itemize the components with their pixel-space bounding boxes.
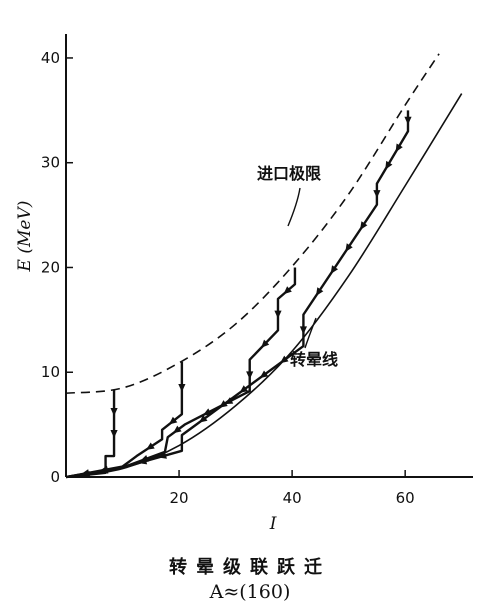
cascade-arrowhead xyxy=(373,190,381,199)
entry-limit-dashed-line xyxy=(65,53,440,394)
cascade-arrowhead xyxy=(299,326,308,335)
cascade-arrowhead xyxy=(359,221,368,230)
cascade-arrowhead xyxy=(198,414,208,423)
figure-caption: 转晕级联跃迁 A≈(160) xyxy=(0,553,500,603)
cascade-arrowhead xyxy=(178,383,186,392)
cascade-arrowhead xyxy=(168,416,178,425)
y-tick-label: 10 xyxy=(41,363,60,381)
cascade-arrowhead xyxy=(385,160,393,170)
cascade-arrowhead xyxy=(219,400,228,408)
x-axis-title: I xyxy=(269,514,277,534)
cascade-path xyxy=(65,390,116,479)
x-tick-label: 20 xyxy=(170,489,189,507)
cascade-arrowhead xyxy=(395,143,403,153)
caption-title: 转晕级联跃迁 xyxy=(169,557,331,578)
cascade-arrowhead xyxy=(246,371,254,380)
cascade-path xyxy=(65,110,410,479)
cascade-arrowhead xyxy=(330,265,339,274)
cascades xyxy=(65,110,412,479)
y-tick-label: 40 xyxy=(41,49,60,67)
x-tick-label: 60 xyxy=(396,489,415,507)
cascade-arrowhead xyxy=(173,425,182,434)
cascade-arrowhead xyxy=(279,355,289,364)
cascade-arrowhead xyxy=(146,442,155,450)
cascade-arrowhead xyxy=(239,385,249,393)
yrast-leader-line xyxy=(304,317,317,349)
yrast-line xyxy=(65,93,463,478)
cascade-arrowhead xyxy=(315,287,324,296)
yrast-label: 转晕线 xyxy=(290,350,338,369)
cascade-arrowhead xyxy=(110,430,118,439)
caption-subtitle: A≈(160) xyxy=(209,581,291,603)
entry-limit-label: 进口极限 xyxy=(257,164,322,183)
cascade-arrowhead xyxy=(345,243,353,252)
cascade-arrowhead xyxy=(274,310,282,319)
cascade-path xyxy=(65,361,184,479)
cascade-arrowhead xyxy=(259,370,269,379)
x-tick-label: 40 xyxy=(283,489,302,507)
cascade-arrowhead xyxy=(110,408,118,417)
cascade-arrowhead xyxy=(99,466,109,474)
curves xyxy=(65,53,463,478)
y-tick-label: 30 xyxy=(41,154,60,172)
y-tick-label: 20 xyxy=(41,258,60,276)
cascade-arrowhead xyxy=(404,116,412,125)
cascade-arrowhead xyxy=(261,339,270,348)
cascade-arrowhead xyxy=(138,457,148,465)
cascade-arrowhead xyxy=(80,469,90,477)
axes: 20 40 60 0 10 20 30 40 xyxy=(41,34,473,507)
cascade-arrowhead xyxy=(283,286,292,295)
cascade-arrowhead xyxy=(158,451,167,459)
entry-limit-leader-line xyxy=(287,187,301,227)
y-axis-title: E (MeV) xyxy=(15,201,35,273)
y-tick-label: 0 xyxy=(50,468,60,486)
